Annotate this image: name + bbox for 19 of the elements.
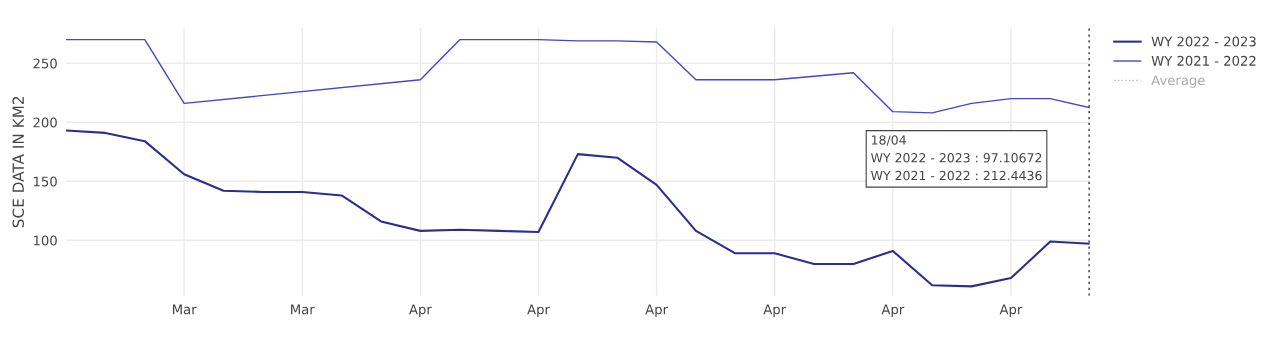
x-tick-label: Mar — [173, 304, 197, 315]
annotation: WY 2022 - 2023 : 97.10672 — [871, 153, 1042, 163]
x-tick-label: Apr — [409, 304, 432, 317]
legend-label: WY 2022 - 2023 — [1151, 36, 1256, 47]
x-tick-label: Apr — [999, 304, 1023, 317]
x-tick-label: Apr — [645, 304, 668, 317]
y-tick-label: 100 — [33, 235, 57, 246]
x-tick-label: Apr — [763, 304, 787, 317]
x-tick-label: Apr — [527, 304, 550, 317]
x-tick-label: Apr — [881, 304, 905, 317]
annotation: 18/04 — [871, 135, 906, 146]
y-tick-label: 150 — [33, 176, 57, 187]
x-tick-label: Mar — [291, 304, 315, 315]
annotation: WY 2021 - 2022 : 212.4436 — [871, 170, 1042, 181]
y-tick-label: 250 — [33, 58, 57, 69]
y-tick-label: 200 — [33, 117, 57, 128]
legend-label: Average — [1151, 75, 1205, 88]
y-axis-title: SCE DATA IN KM2 — [12, 96, 25, 228]
legend-label: WY 2021 - 2022 — [1151, 55, 1256, 66]
